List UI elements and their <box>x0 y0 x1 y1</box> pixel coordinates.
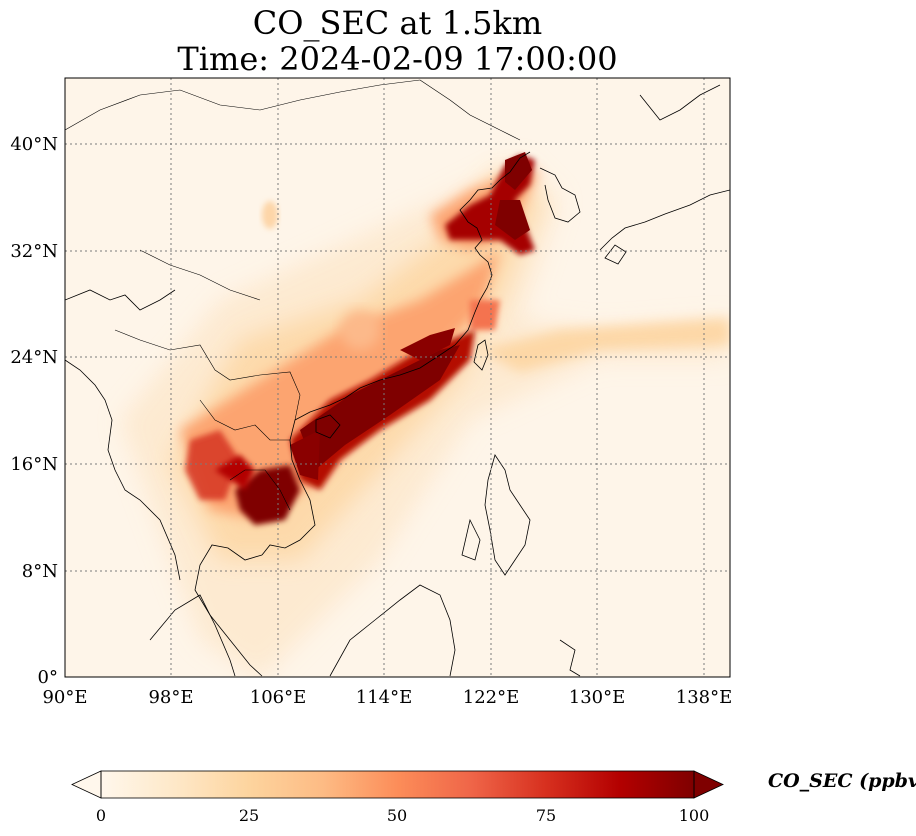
x-tick-label: 122°E <box>462 687 520 708</box>
x-tick-label: 106°E <box>249 687 307 708</box>
x-tick-label: 114°E <box>355 687 413 708</box>
concentration-field <box>120 152 730 677</box>
y-tick-label: 24°N <box>10 347 58 368</box>
colorbar-extend-min <box>71 770 102 799</box>
y-tick-label: 16°N <box>10 454 58 475</box>
x-tick-label: 130°E <box>568 687 626 708</box>
colorbar-extend-max <box>693 770 724 799</box>
map-subtitle-time: Time: 2024-02-09 17:00:00 <box>177 40 618 78</box>
coastlines <box>65 79 730 677</box>
map-frame <box>64 77 731 678</box>
colorbar-tick-label: 25 <box>238 806 260 825</box>
y-tick-label: 32°N <box>10 241 58 262</box>
x-tick-label: 138°E <box>675 687 733 708</box>
y-tick-label: 8°N <box>21 561 58 582</box>
y-tick-label: 0° <box>37 667 58 688</box>
colorbar-tick-label: 0 <box>95 806 107 825</box>
gridlines <box>65 78 730 677</box>
colorbar-label: CO_SEC (ppbv) <box>768 770 916 792</box>
x-tick-label: 98°E <box>148 687 194 708</box>
colorbar-tick-label: 75 <box>535 806 557 825</box>
colorbar-body <box>101 771 694 798</box>
colorbar-tick-label: 100 <box>678 806 710 825</box>
map-title: CO_SEC at 1.5km <box>252 4 543 42</box>
colorbar <box>71 770 724 799</box>
colorbar-tick-label: 50 <box>386 806 408 825</box>
y-tick-label: 40°N <box>10 134 58 155</box>
x-tick-label: 90°E <box>42 687 88 708</box>
